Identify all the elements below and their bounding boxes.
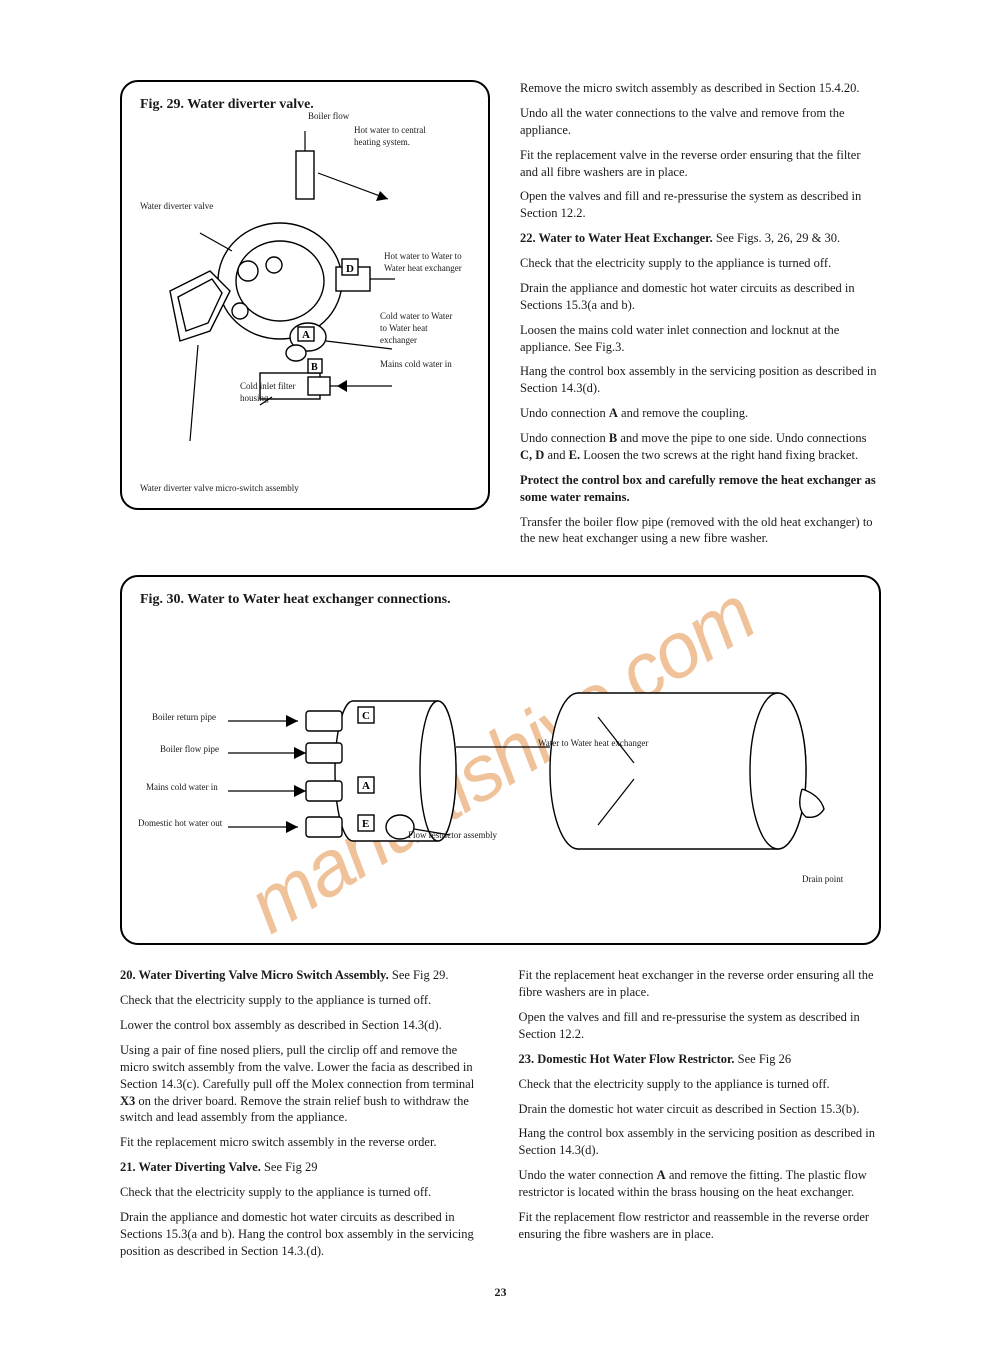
svg-text:C: C	[362, 710, 370, 722]
label-hot-central: Hot water to central heating system.	[354, 124, 454, 148]
para: Undo connection B and move the pipe to o…	[520, 430, 881, 464]
top-row: Fig. 29. Water diverter valve. D	[120, 80, 881, 555]
callout-b: B	[311, 362, 318, 373]
label-mains-cold: Mains cold water in	[380, 358, 470, 370]
label-cold-inlet: Cold inlet filter housing	[240, 380, 310, 404]
para: Fit the replacement valve in the reverse…	[520, 147, 881, 181]
page-content: Fig. 29. Water diverter valve. D	[120, 80, 881, 1300]
label-dhw: Domestic hot water out	[138, 817, 222, 829]
fig30-diagram: C A E	[138, 621, 878, 921]
label-w2w: Water to Water heat exchanger	[538, 737, 648, 749]
label-drain: Drain point	[802, 873, 843, 885]
label-return: Boiler return pipe	[152, 711, 216, 723]
para: Check that the electricity supply to the…	[120, 992, 483, 1009]
section-20-head: 20. Water Diverting Valve Micro Switch A…	[120, 967, 483, 984]
para: Check that the electricity supply to the…	[120, 1184, 483, 1201]
label-restrictor: Flow restrictor assembly	[408, 829, 497, 841]
para: Undo the water connection A and remove t…	[519, 1167, 882, 1201]
section-23-head: 23. Domestic Hot Water Flow Restrictor. …	[519, 1051, 882, 1068]
para: Drain the domestic hot water circuit as …	[519, 1101, 882, 1118]
para: Drain the appliance and domestic hot wat…	[520, 280, 881, 314]
para-bold: Protect the control box and carefully re…	[520, 472, 881, 506]
para: Fit the replacement heat exchanger in th…	[519, 967, 882, 1001]
para: Check that the electricity supply to the…	[519, 1076, 882, 1093]
callout-a: A	[302, 329, 310, 341]
bottom-columns: 20. Water Diverting Valve Micro Switch A…	[120, 967, 881, 1267]
label-mains: Mains cold water in	[146, 781, 218, 793]
figure-30: Fig. 30. Water to Water heat exchanger c…	[120, 575, 881, 945]
para: Open the valves and fill and re-pressuri…	[520, 188, 881, 222]
para: Undo all the water connections to the va…	[520, 105, 881, 139]
label-flow: Boiler flow pipe	[160, 743, 219, 755]
fig29-title: Fig. 29. Water diverter valve.	[140, 96, 470, 115]
para: Remove the micro switch assembly as desc…	[520, 80, 881, 97]
label-hot-w2w: Hot water to Water to Water heat exchang…	[384, 250, 464, 274]
para: Undo connection A and remove the couplin…	[520, 405, 881, 422]
para: Hang the control box assembly in the ser…	[519, 1125, 882, 1159]
right-column: Remove the micro switch assembly as desc…	[520, 80, 881, 555]
para: Loosen the mains cold water inlet connec…	[520, 322, 881, 356]
para: Drain the appliance and domestic hot wat…	[120, 1209, 483, 1260]
bottom-right-column: Fit the replacement heat exchanger in th…	[519, 967, 882, 1267]
label-microswitch: Water diverter valve micro-switch assemb…	[140, 482, 340, 494]
para: Using a pair of fine nosed pliers, pull …	[120, 1042, 483, 1126]
para: Lower the control box assembly as descri…	[120, 1017, 483, 1034]
svg-text:E: E	[362, 818, 369, 830]
page-number: 23	[120, 1284, 881, 1300]
para: Fit the replacement micro switch assembl…	[120, 1134, 483, 1151]
para: Fit the replacement flow restrictor and …	[519, 1209, 882, 1243]
section-22-head: 22. Water to Water Heat Exchanger. See F…	[520, 230, 881, 247]
label-diverter: Water diverter valve	[140, 200, 230, 212]
callout-d: D	[346, 263, 354, 275]
fig30-title: Fig. 30. Water to Water heat exchanger c…	[140, 591, 861, 610]
figure-29: Fig. 29. Water diverter valve. D	[120, 80, 490, 510]
label-cold-w2w: Cold water to Water to Water heat exchan…	[380, 310, 460, 346]
para: Open the valves and fill and re-pressuri…	[519, 1009, 882, 1043]
label-boiler-flow: Boiler flow	[308, 110, 349, 122]
para: Check that the electricity supply to the…	[520, 255, 881, 272]
svg-text:A: A	[362, 780, 370, 792]
bottom-left-column: 20. Water Diverting Valve Micro Switch A…	[120, 967, 483, 1267]
section-21-head: 21. Water Diverting Valve. See Fig 29	[120, 1159, 483, 1176]
fig29-diagram: D A B	[140, 121, 470, 481]
para: Transfer the boiler flow pipe (removed w…	[520, 514, 881, 548]
para: Hang the control box assembly in the ser…	[520, 363, 881, 397]
